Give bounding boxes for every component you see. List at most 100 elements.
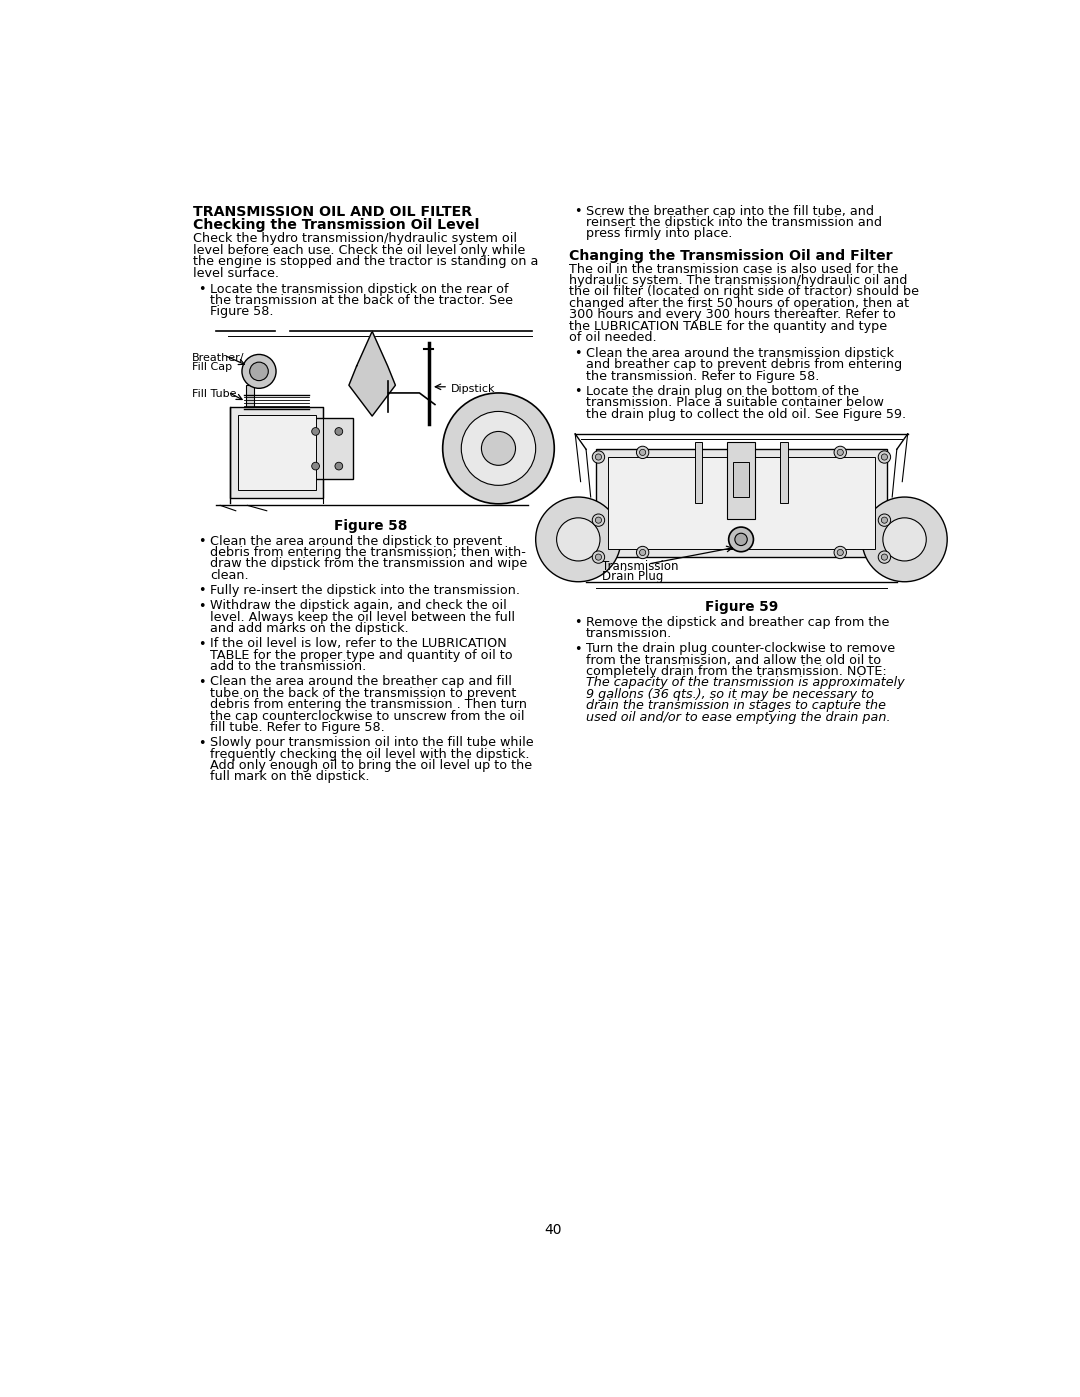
Text: clean.: clean. — [211, 569, 248, 581]
Circle shape — [335, 427, 342, 436]
Text: Breather/: Breather/ — [191, 353, 244, 363]
Text: Figure 58.: Figure 58. — [211, 306, 273, 319]
Text: used oil and/or to ease emptying the drain pan.: used oil and/or to ease emptying the dra… — [586, 711, 891, 724]
Text: Withdraw the dipstick again, and check the oil: Withdraw the dipstick again, and check t… — [211, 599, 507, 612]
Text: •: • — [198, 599, 205, 613]
Text: •: • — [198, 535, 205, 548]
Text: •: • — [198, 676, 205, 689]
Circle shape — [834, 446, 847, 458]
Text: and add marks on the dipstick.: and add marks on the dipstick. — [211, 622, 409, 636]
Bar — [238, 415, 315, 490]
Circle shape — [443, 393, 554, 504]
Text: Slowly pour transmission oil into the fill tube while: Slowly pour transmission oil into the fi… — [211, 736, 534, 749]
Text: the oil filter (located on right side of tractor) should be: the oil filter (located on right side of… — [569, 285, 919, 299]
Text: Figure 58: Figure 58 — [334, 520, 407, 534]
Circle shape — [536, 497, 621, 581]
Text: Fill Cap: Fill Cap — [191, 362, 232, 372]
Circle shape — [881, 517, 888, 524]
Text: Locate the drain plug on the bottom of the: Locate the drain plug on the bottom of t… — [586, 386, 859, 398]
Text: •: • — [198, 736, 205, 750]
Text: level surface.: level surface. — [193, 267, 279, 279]
Text: Dipstick: Dipstick — [450, 384, 495, 394]
Text: level. Always keep the oil level between the full: level. Always keep the oil level between… — [211, 610, 515, 623]
Text: debris from entering the transmission; then with-: debris from entering the transmission; t… — [211, 546, 526, 559]
Text: Checking the Transmission Oil Level: Checking the Transmission Oil Level — [193, 218, 480, 232]
Circle shape — [862, 497, 947, 581]
Circle shape — [556, 518, 600, 562]
Circle shape — [595, 555, 602, 560]
Text: •: • — [198, 637, 205, 651]
Text: If the oil level is low, refer to the LUBRICATION: If the oil level is low, refer to the LU… — [211, 637, 507, 651]
Circle shape — [878, 451, 891, 464]
Text: changed after the first 50 hours of operation, then at: changed after the first 50 hours of oper… — [569, 296, 909, 310]
Text: add to the transmission.: add to the transmission. — [211, 661, 366, 673]
Circle shape — [249, 362, 268, 380]
Text: The oil in the transmission case is also used for the: The oil in the transmission case is also… — [569, 263, 899, 275]
Bar — [727, 441, 755, 518]
Text: •: • — [573, 616, 581, 629]
Text: •: • — [573, 205, 581, 218]
Text: the LUBRICATION TABLE for the quantity and type: the LUBRICATION TABLE for the quantity a… — [569, 320, 887, 332]
Bar — [694, 441, 702, 503]
Text: Turn the drain plug counter-clockwise to remove: Turn the drain plug counter-clockwise to… — [586, 643, 895, 655]
Text: reinsert the dipstick into the transmission and: reinsert the dipstick into the transmiss… — [586, 217, 882, 229]
Text: of oil needed.: of oil needed. — [569, 331, 657, 344]
Circle shape — [482, 432, 515, 465]
Text: completely drain from the transmission. NOTE:: completely drain from the transmission. … — [586, 665, 887, 678]
Text: transmission.: transmission. — [586, 627, 672, 640]
Bar — [230, 407, 323, 497]
Text: press firmly into place.: press firmly into place. — [586, 228, 732, 240]
Text: frequently checking the oil level with the dipstick.: frequently checking the oil level with t… — [211, 747, 529, 760]
Text: fill tube. Refer to Figure 58.: fill tube. Refer to Figure 58. — [211, 721, 384, 733]
Circle shape — [335, 462, 342, 469]
Text: from the transmission, and allow the old oil to: from the transmission, and allow the old… — [586, 654, 881, 666]
Text: Clean the area around the transmission dipstick: Clean the area around the transmission d… — [586, 346, 894, 360]
Text: tube on the back of the transmission to prevent: tube on the back of the transmission to … — [211, 687, 516, 700]
Circle shape — [734, 534, 747, 546]
Text: the transmission at the back of the tractor. See: the transmission at the back of the trac… — [211, 293, 513, 307]
Text: Changing the Transmission Oil and Filter: Changing the Transmission Oil and Filter — [569, 249, 893, 263]
Circle shape — [592, 514, 605, 527]
Text: •: • — [573, 348, 581, 360]
Circle shape — [636, 546, 649, 559]
Circle shape — [592, 451, 605, 464]
Text: full mark on the dipstick.: full mark on the dipstick. — [211, 770, 369, 784]
Bar — [733, 462, 748, 497]
Text: the engine is stopped and the tractor is standing on a: the engine is stopped and the tractor is… — [193, 256, 539, 268]
Circle shape — [636, 446, 649, 458]
Bar — [300, 418, 353, 479]
Text: •: • — [573, 386, 581, 398]
Text: hydraulic system. The transmission/hydraulic oil and: hydraulic system. The transmission/hydra… — [569, 274, 907, 286]
Text: drain the transmission in stages to capture the: drain the transmission in stages to capt… — [586, 700, 886, 712]
Text: draw the dipstick from the transmission and wipe: draw the dipstick from the transmission … — [211, 557, 527, 570]
Text: the cap counterclockwise to unscrew from the oil: the cap counterclockwise to unscrew from… — [211, 710, 525, 722]
Text: Drain Plug: Drain Plug — [602, 570, 663, 583]
Text: Clean the area around the dipstick to prevent: Clean the area around the dipstick to pr… — [211, 535, 502, 548]
Circle shape — [592, 550, 605, 563]
Text: Figure 59: Figure 59 — [705, 601, 778, 615]
Circle shape — [881, 454, 888, 460]
Text: transmission. Place a suitable container below: transmission. Place a suitable container… — [586, 397, 883, 409]
Text: •: • — [573, 643, 581, 655]
Circle shape — [878, 550, 891, 563]
Polygon shape — [349, 331, 395, 416]
Circle shape — [312, 462, 320, 469]
Text: Transmission: Transmission — [602, 560, 678, 573]
Circle shape — [882, 518, 927, 562]
Text: Check the hydro transmission/hydraulic system oil: Check the hydro transmission/hydraulic s… — [193, 232, 517, 246]
Bar — [569, 427, 914, 595]
Bar — [780, 441, 787, 503]
Text: Clean the area around the breather cap and fill: Clean the area around the breather cap a… — [211, 675, 512, 689]
Circle shape — [595, 454, 602, 460]
Text: 9 gallons (36 qts.), so it may be necessary to: 9 gallons (36 qts.), so it may be necess… — [586, 687, 874, 701]
Text: The capacity of the transmission is approximately: The capacity of the transmission is appr… — [586, 676, 905, 690]
Text: Screw the breather cap into the fill tube, and: Screw the breather cap into the fill tub… — [586, 204, 874, 218]
Text: •: • — [198, 284, 205, 296]
Circle shape — [595, 517, 602, 524]
Circle shape — [878, 514, 891, 527]
Circle shape — [461, 412, 536, 485]
Text: 40: 40 — [544, 1222, 563, 1236]
Bar — [246, 386, 254, 407]
Text: TRANSMISSION OIL AND OIL FILTER: TRANSMISSION OIL AND OIL FILTER — [193, 204, 472, 218]
Text: Fully re-insert the dipstick into the transmission.: Fully re-insert the dipstick into the tr… — [211, 584, 521, 597]
